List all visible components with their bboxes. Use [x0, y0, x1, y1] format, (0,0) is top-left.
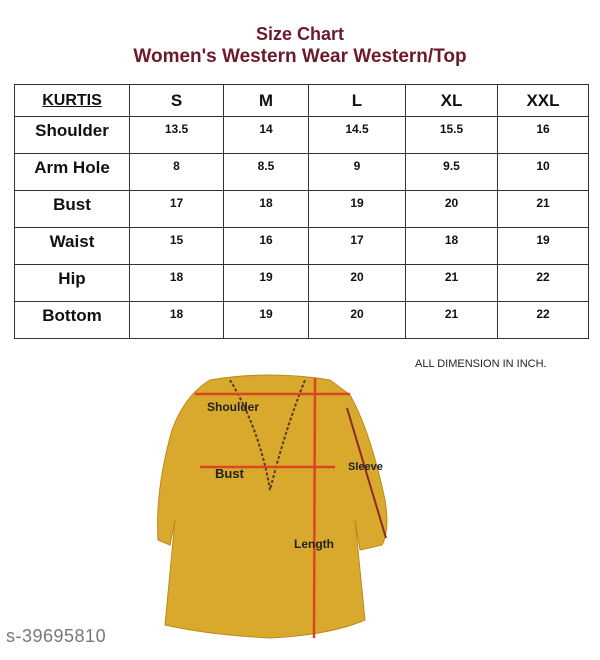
table-cell: 18 — [129, 301, 224, 339]
table-cell: 10 — [497, 153, 589, 191]
table-cell: 14.5 — [308, 116, 406, 154]
table-row: Bust 17 18 19 20 21 — [14, 190, 589, 228]
table-cell: 15.5 — [405, 116, 498, 154]
necklace — [229, 379, 306, 491]
dimension-note: ALL DIMENSION IN INCH. — [415, 358, 547, 370]
table-cell: 19 — [308, 190, 406, 228]
table-cell: 19 — [223, 264, 309, 302]
table-cell: 18 — [405, 227, 498, 265]
table-cell: 20 — [308, 264, 406, 302]
header-s: S — [129, 84, 224, 117]
table-cell: 8.5 — [223, 153, 309, 191]
header-kurtis: KURTIS — [14, 84, 130, 117]
header-xl: XL — [405, 84, 498, 117]
table-cell: 20 — [308, 301, 406, 339]
table-cell: 14 — [223, 116, 309, 154]
table-cell: 15 — [129, 227, 224, 265]
chart-subtitle: Women's Western Wear Western/Top — [133, 46, 467, 67]
table-cell: 16 — [497, 116, 589, 154]
length-line — [312, 377, 317, 639]
table-header-row: KURTIS S M L XL XXL — [14, 84, 589, 117]
garment-diagram: Shoulder Bust Sleeve Length — [157, 374, 388, 639]
sleeve-label: Sleeve — [348, 461, 383, 473]
table-row: Waist 15 16 17 18 19 — [14, 227, 589, 265]
table-cell: 19 — [497, 227, 589, 265]
table-cell: 21 — [497, 190, 589, 228]
size-table: KURTIS S M L XL XXL Shoulder 13.5 14 14.5 15… — [14, 84, 589, 339]
row-label: Arm Hole — [14, 153, 130, 191]
header-xxl: XXL — [497, 84, 589, 117]
table-row: Hip 18 19 20 21 22 — [14, 264, 589, 302]
table-cell: 21 — [405, 301, 498, 339]
table-cell: 22 — [497, 301, 589, 339]
row-label: Waist — [14, 227, 130, 265]
table-cell: 17 — [129, 190, 224, 228]
row-label: Hip — [14, 264, 130, 302]
table-row: Bottom 18 19 20 21 22 — [14, 301, 589, 339]
table-cell: 8 — [129, 153, 224, 191]
table-cell: 16 — [223, 227, 309, 265]
shoulder-label: Shoulder — [207, 400, 259, 414]
sleeve-line — [346, 407, 387, 539]
table-cell: 9.5 — [405, 153, 498, 191]
table-cell: 20 — [405, 190, 498, 228]
table-cell: 19 — [223, 301, 309, 339]
length-label: Length — [294, 537, 334, 551]
row-label: Bottom — [14, 301, 130, 339]
row-label: Bust — [14, 190, 130, 228]
table-cell: 18 — [129, 264, 224, 302]
table-row: Arm Hole 8 8.5 9 9.5 10 — [14, 153, 589, 191]
table-cell: 21 — [405, 264, 498, 302]
table-cell: 17 — [308, 227, 406, 265]
table-cell: 9 — [308, 153, 406, 191]
table-cell: 22 — [497, 264, 589, 302]
table-cell: 13.5 — [129, 116, 224, 154]
watermark: s-39695810 — [6, 626, 107, 646]
table-cell: 18 — [223, 190, 309, 228]
chart-title: Size Chart — [255, 24, 345, 44]
header-l: L — [308, 84, 406, 117]
table-row: Shoulder 13.5 14 14.5 15.5 16 — [14, 116, 589, 154]
garment-shape — [157, 374, 388, 639]
row-label: Shoulder — [14, 116, 130, 154]
header-m: M — [223, 84, 309, 117]
bust-label: Bust — [215, 466, 245, 481]
